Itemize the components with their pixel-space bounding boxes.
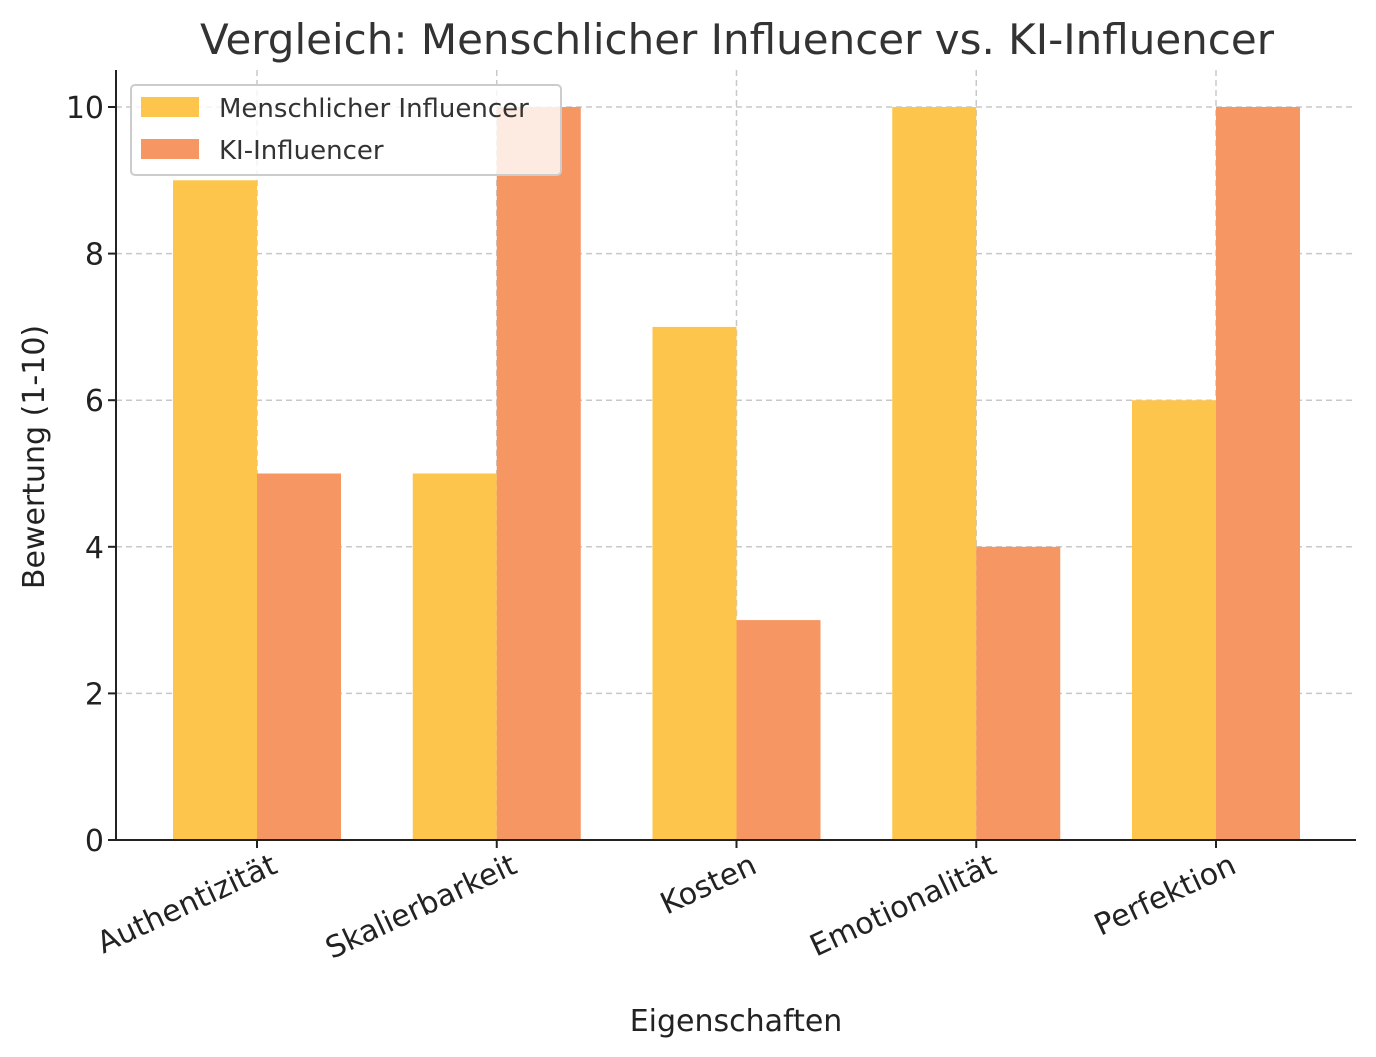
x-tick-label: Perfektion bbox=[1089, 848, 1241, 944]
y-tick-label: 6 bbox=[85, 384, 104, 419]
bar-human bbox=[1132, 400, 1216, 840]
y-tick-label: 2 bbox=[85, 677, 104, 712]
bar-ai bbox=[1216, 107, 1300, 840]
x-tick-label: Authentizität bbox=[92, 847, 283, 961]
y-tick-label: 8 bbox=[85, 238, 104, 273]
chart-title: Vergleich: Menschlicher Influencer vs. K… bbox=[200, 15, 1275, 64]
y-tick-label: 0 bbox=[85, 824, 104, 859]
bar-human bbox=[892, 107, 977, 840]
x-axis-label: Eigenschaften bbox=[630, 1004, 843, 1039]
bar-human bbox=[173, 180, 257, 841]
legend: Menschlicher Influencer KI-Influencer bbox=[130, 84, 562, 176]
legend-label-human: Menschlicher Influencer bbox=[219, 94, 529, 124]
legend-swatch-human bbox=[141, 97, 199, 117]
y-ticks: 0 2 4 6 8 10 bbox=[66, 91, 116, 859]
bar-ai bbox=[496, 107, 581, 840]
legend-box bbox=[130, 84, 562, 176]
y-tick-label: 4 bbox=[85, 531, 104, 566]
x-ticks: Authentizität Skalierbarkeit Kosten Emotion… bbox=[92, 840, 1241, 966]
legend-swatch-ai bbox=[141, 139, 199, 159]
y-axis-label: Bewertung (1-10) bbox=[17, 325, 52, 589]
bar-human bbox=[412, 473, 497, 840]
bar-ai bbox=[736, 620, 821, 840]
y-tick-label: 10 bbox=[66, 91, 104, 126]
bar-human bbox=[652, 326, 737, 840]
x-tick-label: Kosten bbox=[655, 848, 762, 923]
bars bbox=[173, 107, 1300, 841]
x-tick-label: Emotionalität bbox=[805, 847, 1002, 964]
bar-ai bbox=[257, 473, 341, 840]
bar-ai bbox=[976, 546, 1061, 840]
legend-label-ai: KI-Influencer bbox=[219, 136, 384, 166]
x-tick-label: Skalierbarkeit bbox=[320, 847, 522, 966]
